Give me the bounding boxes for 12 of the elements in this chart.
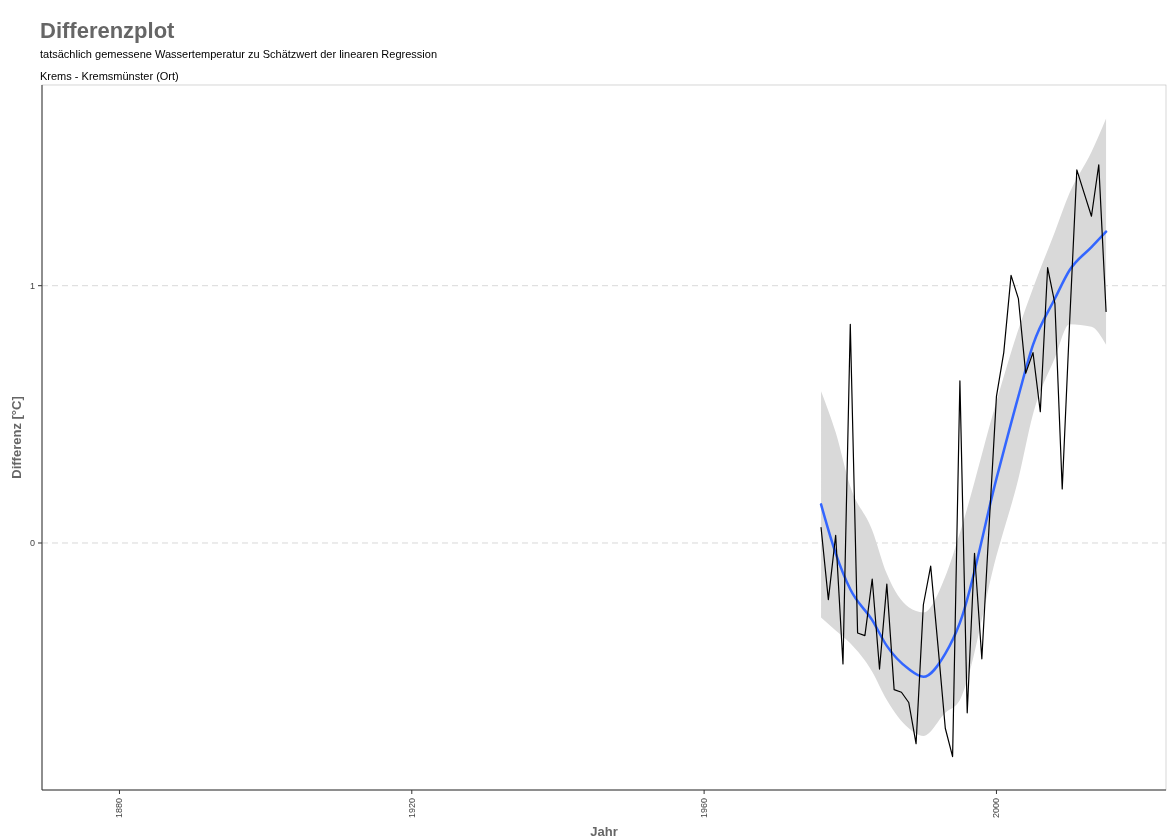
chart-title: Differenzplot [40, 18, 176, 43]
chart-subtitle: tatsächlich gemessene Wassertemperatur zu Schätzwert der linearen Regression [40, 48, 437, 60]
y-axis-title: Differenz [°C] [9, 396, 24, 479]
x-tick-label: 1920 [406, 798, 417, 819]
x-tick-label: 1880 [114, 798, 125, 819]
x-axis-title: Jahr [590, 824, 618, 839]
x-tick-label: 2000 [991, 798, 1002, 819]
y-tick-label: 1 [29, 280, 35, 291]
text: Krems - Kremsmünster (Ort) [40, 70, 179, 82]
line-series [819, 230, 1108, 679]
x-tick-label: 1960 [699, 798, 710, 819]
y-tick-label: 0 [29, 537, 35, 548]
